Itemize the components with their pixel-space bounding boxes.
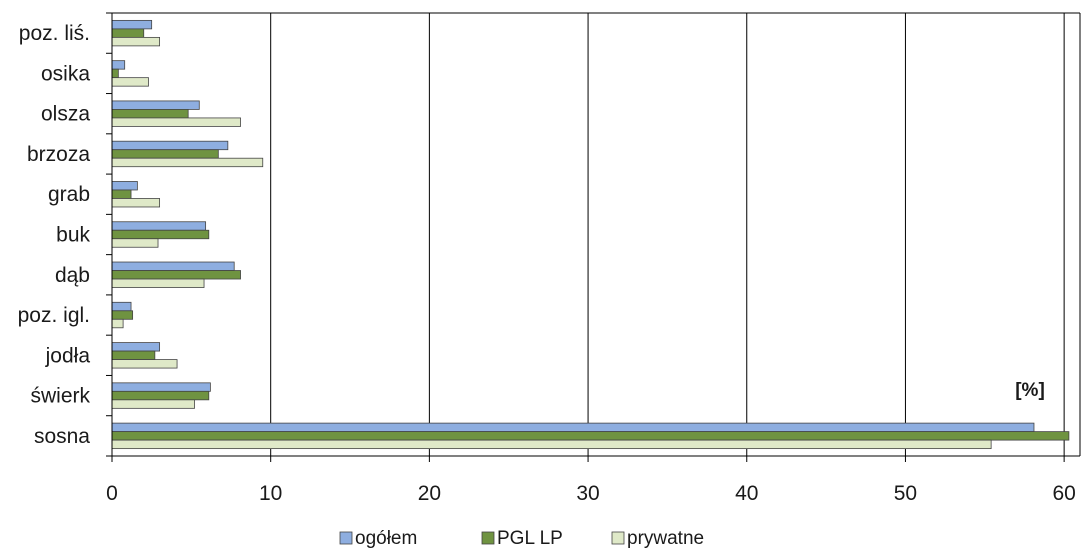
- bar: [111, 157, 264, 168]
- legend: ogółem PGL LP prywatne: [339, 528, 704, 549]
- category-label: brzoza: [27, 143, 90, 166]
- category-label: grab: [48, 183, 90, 206]
- category-label: jodła: [45, 344, 91, 367]
- legend-label: ogółem: [355, 528, 417, 549]
- legend-label: prywatne: [627, 528, 704, 549]
- x-tick-label: 10: [259, 482, 282, 505]
- x-tick-label: 60: [1052, 482, 1075, 505]
- bar: [111, 77, 149, 87]
- bar: [111, 149, 219, 159]
- bar: [111, 221, 207, 231]
- bar: [111, 399, 195, 409]
- bar: [111, 431, 1070, 441]
- legend-swatch: [481, 531, 495, 545]
- bar: [111, 229, 210, 240]
- bar: [111, 261, 235, 271]
- bar: [111, 390, 210, 401]
- grid-lines: [112, 12, 1081, 456]
- bar: [111, 238, 159, 248]
- bar: [111, 350, 156, 360]
- bar: [111, 19, 153, 30]
- bar: [111, 60, 126, 70]
- bar: [111, 439, 992, 450]
- bar: [111, 310, 134, 320]
- unit-label: [%]: [1015, 380, 1045, 401]
- bar: [111, 278, 205, 288]
- bar: [111, 189, 132, 199]
- category-label: olsza: [41, 103, 90, 126]
- bar-groups: [111, 19, 1070, 450]
- bar: [111, 342, 161, 352]
- bar: [111, 28, 145, 38]
- bar: [111, 109, 189, 119]
- bar: [111, 359, 178, 369]
- bar: [111, 198, 161, 208]
- category-label: osika: [41, 62, 90, 85]
- legend-swatch: [339, 531, 353, 545]
- axes: [106, 12, 1080, 462]
- x-tick-label: 50: [894, 482, 917, 505]
- bar: [111, 301, 132, 312]
- bar: [111, 270, 241, 280]
- x-tick-label: 40: [735, 482, 758, 505]
- category-label: dąb: [55, 264, 90, 287]
- bar: [111, 140, 229, 151]
- bar: [111, 382, 211, 392]
- legend-swatch: [611, 531, 625, 545]
- bar: [111, 318, 124, 329]
- bar: [111, 36, 161, 47]
- axis-labels: 0 10 20 30 40 50 60 sosna świerk jodła poz. igl. dą…: [18, 22, 1076, 505]
- category-label: poz. igl.: [18, 304, 90, 327]
- x-tick-label: 30: [576, 482, 599, 505]
- category-label: buk: [56, 224, 90, 247]
- bar: [111, 68, 119, 79]
- bar: [111, 117, 241, 127]
- category-label: poz. liś.: [19, 22, 90, 45]
- bar: [111, 100, 200, 110]
- bar: [111, 181, 138, 191]
- bar: [111, 422, 1035, 433]
- category-label: świerk: [30, 385, 90, 408]
- legend-label: PGL LP: [497, 528, 563, 549]
- x-tick-label: 0: [106, 482, 118, 505]
- category-label: sosna: [34, 425, 90, 448]
- x-tick-label: 20: [418, 482, 441, 505]
